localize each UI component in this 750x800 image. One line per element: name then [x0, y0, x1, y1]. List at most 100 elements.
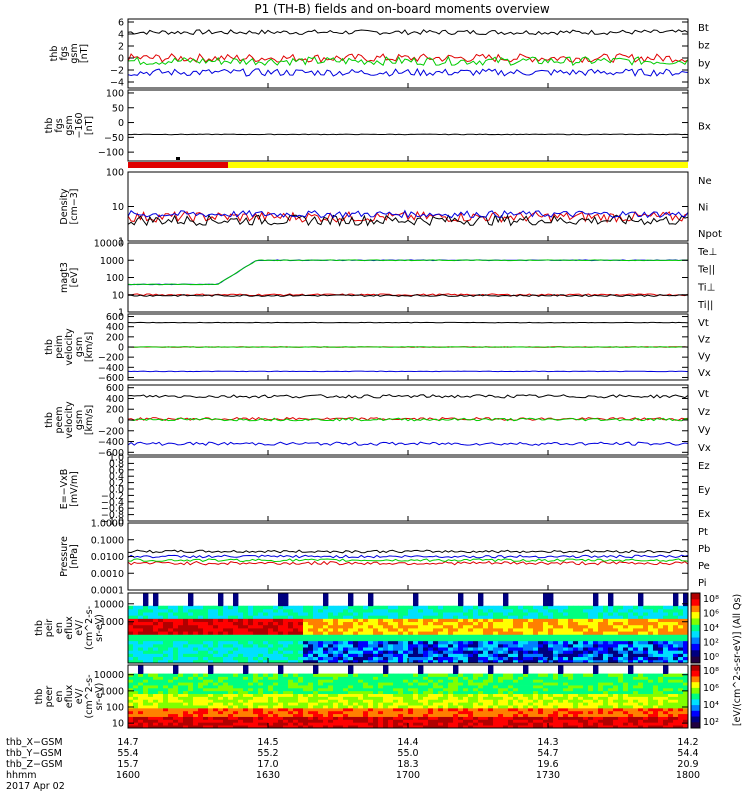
spectrogram-cell — [333, 624, 339, 629]
spectrogram-cell — [208, 707, 214, 712]
spectrogram-cell — [393, 643, 399, 648]
spectrogram-cell — [678, 676, 684, 680]
spectrogram-cell — [383, 702, 389, 706]
panel-frame — [127, 456, 689, 522]
spectrogram-cell — [583, 713, 589, 717]
spectrogram-cell — [383, 615, 389, 619]
spectrogram-cell — [363, 634, 369, 638]
spectrogram-cell — [208, 628, 214, 632]
spectrogram-cell — [608, 596, 614, 600]
spectrogram-cell — [503, 653, 509, 658]
spectrogram-cell — [523, 637, 529, 642]
spectrogram-cell — [493, 647, 499, 651]
spectrogram-cell — [193, 707, 199, 712]
spectrogram-cell — [423, 643, 429, 648]
spectrogram-cell — [538, 699, 544, 703]
spectrogram-cell — [598, 605, 604, 610]
spectrogram-cell — [218, 612, 224, 616]
spectrogram-cell — [383, 705, 389, 709]
spectrogram-cell — [488, 679, 494, 683]
spectrogram-cell — [428, 624, 434, 629]
spectrogram-cell — [523, 685, 529, 689]
spectrogram-cell — [648, 608, 654, 613]
spectrogram-cell — [193, 637, 199, 642]
spectrogram-cell — [523, 696, 529, 700]
spectrogram-cell — [278, 699, 284, 703]
spectrogram-cell — [173, 640, 179, 645]
spectrogram-cell — [618, 707, 624, 712]
spectrogram-cell — [163, 628, 169, 632]
spectrogram-cell — [228, 690, 234, 695]
spectrogram-cell — [483, 653, 489, 658]
spectrogram-cell — [418, 628, 424, 632]
spectrogram-cell — [468, 699, 474, 703]
spectrogram-cell — [218, 719, 224, 723]
spectrogram-cell — [633, 618, 639, 623]
spectrogram-cell — [633, 628, 639, 632]
spectrogram-cell — [148, 690, 154, 695]
spectrogram-cell — [523, 705, 529, 709]
spectrogram-cell — [618, 615, 624, 619]
spectrogram-cell — [293, 710, 299, 715]
spectrogram-cell — [143, 593, 149, 597]
spectrogram-cell — [333, 693, 339, 697]
spectrogram-cell — [528, 719, 534, 723]
spectrogram-cell — [483, 722, 489, 726]
spectrogram-cell — [408, 618, 414, 623]
spectrogram-cell — [343, 605, 349, 610]
spectrogram-cell — [663, 615, 669, 619]
spectrogram-cell — [493, 659, 499, 664]
spectrogram-cell — [328, 624, 334, 629]
spectrogram-cell — [153, 608, 159, 613]
spectrogram-cell — [548, 710, 554, 715]
spectrogram-cell — [633, 653, 639, 658]
spectrogram-cell — [558, 719, 564, 723]
spectrogram-cell — [283, 624, 289, 629]
spectrogram-cell — [578, 615, 584, 619]
spectrogram-cell — [543, 653, 549, 658]
spectrogram-cell — [283, 640, 289, 645]
spectrogram-cell — [298, 702, 304, 706]
spectrogram-cell — [563, 659, 569, 664]
spectrogram-cell — [408, 640, 414, 645]
spectrogram-cell — [613, 624, 619, 629]
spectrogram-cell — [233, 679, 239, 683]
spectrogram-cell — [573, 719, 579, 723]
spectrogram-cell — [273, 690, 279, 695]
spectrogram-cell — [398, 716, 404, 720]
spectrogram-cell — [453, 643, 459, 648]
spectrogram-cell — [398, 710, 404, 715]
spectrogram-cell — [248, 618, 254, 623]
spectrogram-cell — [483, 676, 489, 680]
spectrogram-cell — [628, 702, 634, 706]
spectrogram-cell — [513, 685, 519, 689]
spectrogram-cell — [573, 608, 579, 613]
spectrogram-cell — [138, 650, 144, 654]
spectrogram-cell — [503, 685, 509, 689]
spectrogram-cell — [608, 702, 614, 706]
spectrogram-cell — [598, 707, 604, 712]
spectrogram-cell — [453, 659, 459, 664]
spectrogram-cell — [508, 634, 514, 638]
spectrogram-cell — [633, 647, 639, 651]
spectrogram-cell — [678, 690, 684, 695]
spectrogram-cell — [298, 612, 304, 616]
spectrogram-cell — [233, 602, 239, 607]
spectrogram-cell — [508, 687, 514, 692]
spectrogram-cell — [278, 624, 284, 629]
spectrogram-cell — [528, 707, 534, 712]
spectrogram-cell — [198, 624, 204, 629]
spectrogram-cell — [158, 696, 164, 700]
spectrogram-cell — [613, 640, 619, 645]
spectrogram-cell — [388, 676, 394, 680]
spectrogram-cell — [608, 640, 614, 645]
spectrogram-cell — [228, 682, 234, 686]
spectrogram-cell — [413, 608, 419, 613]
spectrogram-cell — [213, 719, 219, 723]
spectrogram-cell — [168, 713, 174, 717]
spectrogram-cell — [323, 673, 329, 677]
spectrogram-cell — [158, 722, 164, 726]
spectrogram-cell — [188, 713, 194, 717]
spectrogram-cell — [543, 702, 549, 706]
spectrogram-cell — [198, 647, 204, 651]
